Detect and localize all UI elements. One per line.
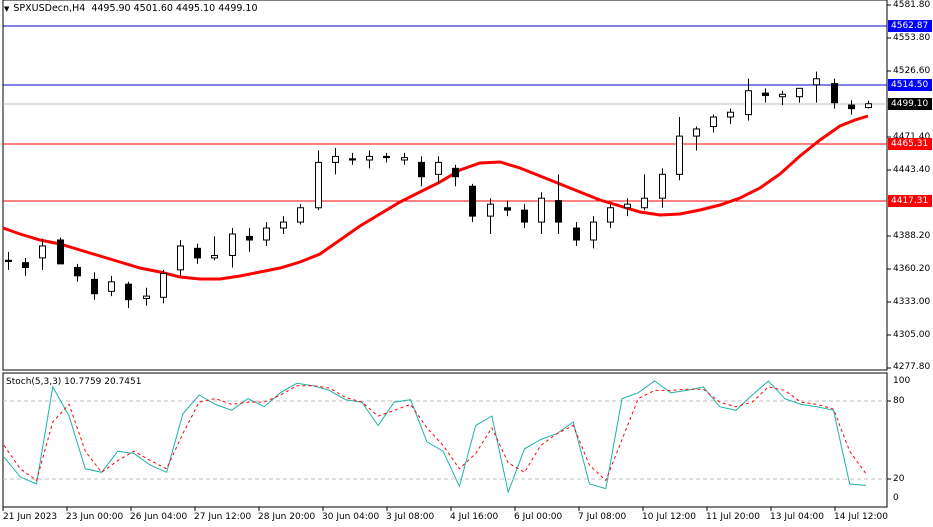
time-tick: 6 Jul 00:00: [514, 512, 563, 522]
price-tick: 4443.40: [893, 165, 931, 175]
bullish-candle: [160, 272, 167, 298]
time-tick: 30 Jun 04:00: [322, 512, 380, 522]
bullish-candle: [727, 111, 734, 118]
bearish-candle: [469, 185, 476, 217]
bullish-candle: [401, 157, 408, 161]
bullish-candle: [745, 90, 752, 116]
bearish-candle: [762, 92, 769, 97]
bullish-candle: [607, 207, 614, 223]
bearish-candle: [5, 259, 12, 262]
bullish-candle: [143, 295, 150, 300]
stoch-main-line: [3, 380, 867, 494]
bearish-candle: [504, 207, 511, 211]
bullish-candle: [693, 128, 700, 137]
stoch-tick: 80: [893, 396, 905, 406]
price-tick: 4553.80: [893, 33, 931, 43]
stoch-title: Stoch(5,3,3) 10.7759 20.7451: [6, 377, 142, 387]
stoch-tick: 20: [893, 474, 905, 484]
price-tag-support-1: 4465.31: [888, 138, 932, 150]
bearish-candle: [383, 155, 390, 159]
bullish-candle: [366, 155, 373, 161]
stoch-tick: 100: [893, 376, 911, 386]
bearish-candle: [848, 104, 855, 110]
price-tick: 4388.20: [893, 231, 931, 241]
price-tick: 4277.80: [893, 362, 931, 372]
time-tick: 13 Jul 04:00: [770, 512, 824, 522]
time-tick: 14 Jul 12:00: [834, 512, 888, 522]
bearish-candle: [573, 227, 580, 241]
main-chart-frame: [2, 0, 888, 371]
time-tick: 11 Jul 20:00: [706, 512, 760, 522]
price-tick: 4305.00: [893, 330, 931, 340]
bearish-candle: [418, 161, 425, 178]
bullish-candle: [39, 245, 46, 259]
bullish-candle: [796, 87, 803, 98]
price-tick: 4333.00: [893, 297, 931, 307]
bearish-candle: [349, 158, 356, 161]
time-tick: 4 Jul 16:00: [450, 512, 499, 522]
price-tick: 4360.20: [893, 264, 931, 274]
bullish-candle: [280, 221, 287, 229]
time-tick: 28 Jun 20:00: [258, 512, 316, 522]
time-tick: 7 Jul 08:00: [578, 512, 627, 522]
bullish-candle: [435, 161, 442, 175]
bearish-candle: [57, 239, 64, 265]
bullish-candle: [779, 93, 786, 98]
bullish-candle: [641, 197, 648, 209]
bullish-candle: [659, 173, 666, 199]
time-tick: 21 Jun 2023: [3, 512, 58, 522]
bearish-candle: [22, 262, 29, 268]
bearish-candle: [91, 278, 98, 295]
stoch-panel-frame: [2, 372, 888, 508]
price-tag-current: 4499.10: [888, 98, 932, 110]
bullish-candle: [229, 233, 236, 257]
bullish-candle: [177, 245, 184, 271]
moving-average-line: [2, 114, 869, 281]
time-tick: 10 Jul 12:00: [642, 512, 696, 522]
bullish-candle: [676, 135, 683, 175]
bearish-candle: [521, 209, 528, 223]
bearish-candle: [125, 283, 132, 301]
bullish-candle: [538, 197, 545, 223]
bullish-candle: [624, 203, 631, 209]
symbol-label: SPXUSDecn,H4: [13, 3, 86, 14]
axis-ticks: [2, 4, 891, 511]
time-tick: 3 Jul 08:00: [386, 512, 435, 522]
candlestick-series: [5, 71, 872, 309]
bearish-candle: [246, 235, 253, 241]
bullish-candle: [590, 221, 597, 241]
price-tick: 4471.40: [893, 132, 931, 142]
chart-title[interactable]: ▼ SPXUSDecn,H4 4495.90 4501.60 4495.10 44…: [4, 3, 258, 14]
bullish-candle: [263, 227, 270, 241]
bearish-candle: [452, 167, 459, 178]
bullish-candle: [813, 78, 820, 86]
bullish-candle: [332, 155, 339, 163]
bullish-candle: [487, 203, 494, 217]
dropdown-arrow-icon[interactable]: ▼: [4, 5, 10, 13]
bullish-candle: [108, 281, 115, 292]
stoch-tick: 0: [893, 493, 899, 503]
bearish-candle: [831, 83, 838, 104]
ohlc-values: 4495.90 4501.60 4495.10 4499.10: [91, 3, 258, 14]
price-tag-resistance-1: 4514.50: [888, 79, 932, 91]
price-tag-support-2: 4417.31: [888, 195, 932, 207]
price-tick: 4581.80: [893, 0, 931, 10]
bullish-candle: [315, 161, 322, 209]
time-tick: 27 Jun 12:00: [194, 512, 252, 522]
bullish-candle: [710, 116, 717, 128]
time-tick: 23 Jun 00:00: [66, 512, 124, 522]
bearish-candle: [74, 266, 81, 277]
bullish-candle: [865, 103, 872, 109]
bullish-candle: [297, 207, 304, 223]
bearish-candle: [555, 200, 562, 223]
bearish-candle: [194, 247, 201, 259]
price-tag-resistance-2: 4562.87: [888, 20, 932, 32]
bullish-candle: [211, 255, 218, 259]
time-tick: 26 Jun 04:00: [130, 512, 188, 522]
price-tick: 4526.60: [893, 66, 931, 76]
